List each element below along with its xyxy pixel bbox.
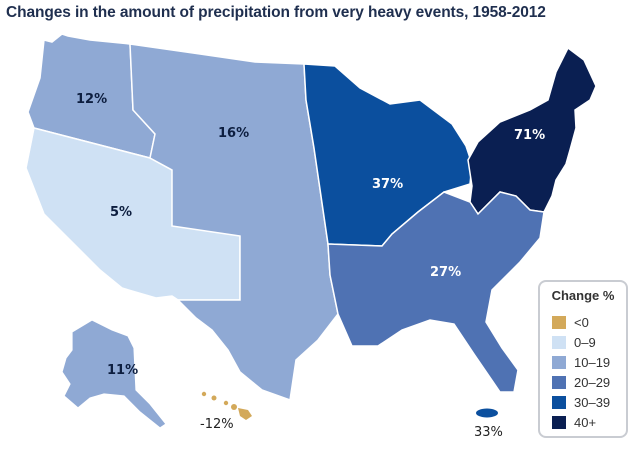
legend-item: 30–39 [552, 394, 610, 410]
legend-item: 10–19 [552, 354, 610, 370]
legend-swatch [552, 355, 566, 369]
label-northwest: 12% [76, 92, 107, 107]
legend-label: 30–39 [574, 394, 611, 410]
label-southwest: 5% [110, 205, 132, 220]
legend-swatch [552, 415, 566, 429]
legend: Change % <0 0–9 10–19 20–29 30–39 40+ [538, 280, 628, 438]
legend-swatch [552, 335, 566, 349]
legend-swatch [552, 395, 566, 409]
legend-label: 0–9 [574, 334, 596, 350]
region-alaska [61, 319, 167, 429]
region-midwest [303, 63, 473, 247]
label-midwest: 37% [372, 177, 403, 192]
label-alaska: 11% [107, 363, 138, 378]
legend-label: 10–19 [574, 354, 611, 370]
legend-swatch [552, 375, 566, 389]
label-southeast: 27% [430, 265, 461, 280]
legend-swatch [552, 315, 566, 329]
legend-item: 40+ [552, 414, 596, 430]
legend-item: 0–9 [552, 334, 596, 350]
label-puerto-rico: 33% [474, 425, 503, 440]
region-southeast [327, 191, 545, 393]
region-hawaii [201, 391, 252, 420]
legend-item: <0 [552, 314, 589, 330]
label-northeast: 71% [514, 128, 545, 143]
map-title: Changes in the amount of precipitation f… [6, 4, 546, 21]
region-puerto-rico [476, 408, 498, 418]
legend-label: 20–29 [574, 374, 611, 390]
label-great-plains: 16% [218, 126, 249, 141]
legend-item: 20–29 [552, 374, 610, 390]
legend-label: 40+ [574, 414, 597, 430]
label-hawaii: -12% [200, 417, 234, 432]
legend-title: Change % [551, 288, 615, 303]
legend-label: <0 [574, 314, 589, 330]
